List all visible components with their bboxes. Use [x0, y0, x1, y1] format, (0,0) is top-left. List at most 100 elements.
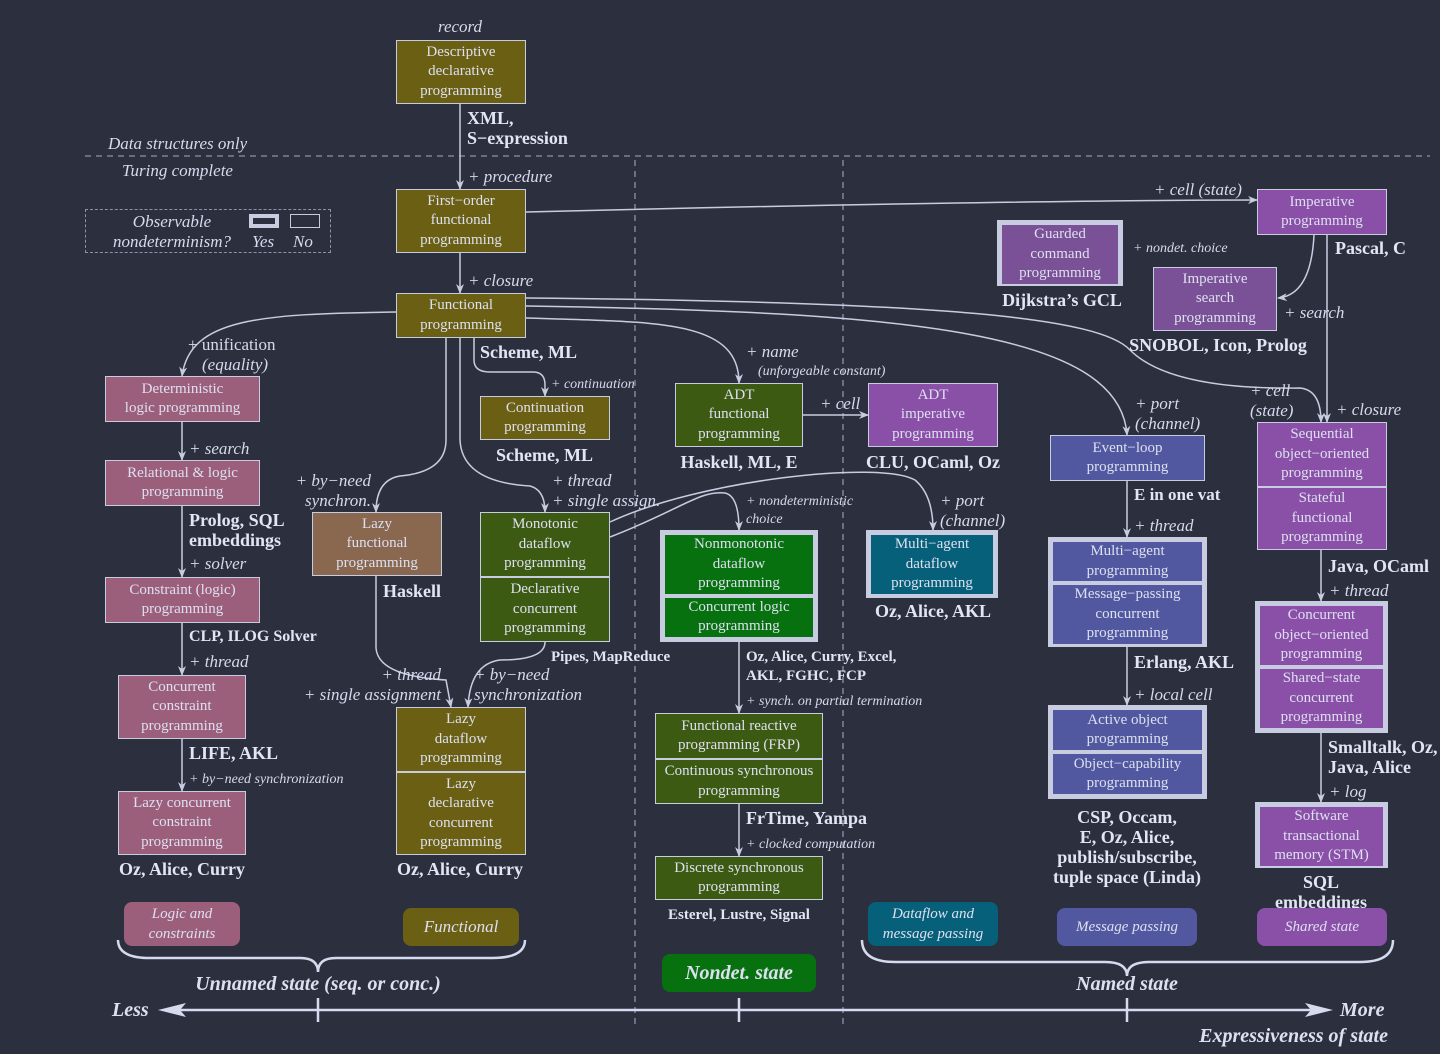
- lang-pascal: Pascal, C: [1335, 238, 1406, 258]
- arrow: [375, 576, 454, 708]
- edge-local-cell: + local cell: [1134, 685, 1213, 704]
- edge-byneed-synchronization: + by−need synchronization: [474, 665, 582, 704]
- category-message-passing: Message passing: [1057, 908, 1197, 946]
- edge-thread-single-assignment: + thread + single assignment: [303, 665, 441, 704]
- box-multi-agent: Multi−agent programming: [1053, 542, 1202, 581]
- box-det-logic: Deterministic logic programming: [105, 376, 260, 422]
- legend-yes-swatch: [249, 214, 279, 228]
- box-conc-logic: Concurrent logic programming: [665, 597, 813, 637]
- edge-closure: + closure: [468, 271, 534, 290]
- category-functional: Functional: [403, 908, 519, 946]
- edge-thread: + thread: [189, 652, 249, 671]
- lang-oz-akl: Oz, Alice, AKL: [875, 601, 991, 621]
- axis-arrow-right: [1305, 1003, 1333, 1017]
- lang-dijkstra: Dijkstra’s GCL: [1002, 290, 1122, 310]
- box-event-loop: Event−loop programming: [1050, 435, 1205, 481]
- edge-cell-state: + cell (state): [1154, 180, 1242, 199]
- arrow: [179, 311, 397, 377]
- edge-unification: + unification: [188, 335, 276, 354]
- lang-sql: SQL embeddings: [1274, 872, 1368, 912]
- box-imp-search: Imperative search programming: [1153, 267, 1277, 331]
- edge-procedure: + procedure: [468, 167, 553, 186]
- lang-smalltalk: Smalltalk, Oz, Java, Alice: [1328, 737, 1438, 777]
- category-shared-state: Shared state: [1257, 908, 1387, 946]
- box-stm: Software transactional memory (STM): [1260, 807, 1383, 866]
- lang-oz-curry: Oz, Alice, Curry: [119, 859, 245, 879]
- category-dataflow-mp: Dataflow and message passing: [868, 902, 998, 946]
- box-lazy-conc-constraint: Lazy concurrent constraint programming: [118, 791, 246, 855]
- edge-byneed-synchron: + by−need synchron.: [295, 471, 371, 510]
- arrow: [525, 317, 743, 384]
- group-message-passing: Multi−agent programming Message−passing …: [1048, 537, 1207, 647]
- axis-named-state: Named state: [1076, 973, 1178, 995]
- arrow: [372, 338, 447, 513]
- box-first-order: First−order functional programming: [396, 189, 526, 253]
- box-conc-oo: Concurrent object−oriented programming: [1260, 606, 1383, 665]
- box-shared-state-conc: Shared−state concurrent programming: [1260, 669, 1383, 728]
- lang-clu: CLU, OCaml, Oz: [866, 452, 1000, 472]
- brace-unnamed: [116, 939, 527, 973]
- group-shared-state: Concurrent object−oriented programming S…: [1255, 601, 1388, 733]
- group-stm: Software transactional memory (STM): [1255, 802, 1388, 868]
- edge-byneed-sync: + by−need synchronization: [189, 772, 344, 787]
- box-imperative: Imperative programming: [1257, 189, 1387, 235]
- lang-oz-excel: Oz, Alice, Curry, Excel, AKL, FGHC, FCP: [746, 649, 897, 684]
- box-object-capability: Object−capability programming: [1053, 754, 1202, 794]
- box-constraint: Constraint (logic) programming: [105, 577, 260, 623]
- edge-continuation: + continuation: [551, 377, 635, 392]
- edge-nondeterministic-choice: + nondeterministic choice: [746, 494, 854, 527]
- group-active-object: Active object programming Object−capabil…: [1048, 705, 1207, 799]
- category-logic: Logic and constraints: [124, 902, 240, 946]
- region-data-only: Data structures only: [108, 134, 248, 153]
- box-descriptive: Descriptive declarative programming: [396, 40, 526, 104]
- box-continuation: Continuation programming: [480, 396, 610, 440]
- category-nondet: Nondet. state: [662, 954, 816, 992]
- edge-port-channel-2: + port (channel): [940, 491, 1006, 530]
- lang-pipes: Pipes, MapReduce: [551, 649, 671, 665]
- box-adt-imperative: ADT imperative programming: [868, 383, 998, 447]
- box-lazy-decl-conc: Lazy declarative concurrent programming: [396, 772, 526, 855]
- box-conc-constraint: Concurrent constraint programming: [118, 675, 246, 739]
- lang-life: LIFE, AKL: [189, 743, 279, 763]
- lang-snobol: SNOBOL, Icon, Prolog: [1129, 335, 1307, 355]
- lang-erlang: Erlang, AKL: [1134, 652, 1235, 672]
- box-frp: Functional reactive programming (FRP): [655, 713, 823, 759]
- box-relational: Relational & logic programming: [105, 460, 260, 506]
- edge-closure-2: + closure: [1336, 400, 1402, 419]
- edge-log: + log: [1329, 782, 1367, 801]
- box-cont-sync: Continuous synchronous programming: [655, 759, 823, 804]
- lang-scheme-ml: Scheme, ML: [480, 342, 577, 362]
- lang-prolog: Prolog, SQL embeddings: [189, 510, 285, 550]
- axis-unnamed-state: Unnamed state (seq. or conc.): [195, 973, 441, 995]
- box-nonmonotonic: Nonmonotonic dataflow programming: [665, 535, 813, 594]
- edge-nondet-choice: + nondet. choice: [1133, 241, 1228, 256]
- box-lazy-dataflow: Lazy dataflow programming: [396, 707, 526, 772]
- box-monotonic: Monotonic dataflow programming: [480, 512, 610, 577]
- edge-record: record: [437, 17, 483, 36]
- box-message-passing-conc: Message−passing concurrent programming: [1053, 585, 1202, 644]
- lang-java-ocaml: Java, OCaml: [1328, 556, 1429, 576]
- edge-search: + search: [189, 439, 250, 458]
- box-active-object: Active object programming: [1053, 710, 1202, 750]
- group-guarded: Guarded command programming: [997, 220, 1123, 286]
- lang-haskell: Haskell: [383, 581, 442, 601]
- lang-xml: XML, S−expression: [467, 108, 568, 148]
- axis-more: More: [1340, 999, 1385, 1021]
- region-turing: Turing complete: [122, 161, 233, 180]
- arrow: [609, 491, 743, 538]
- edge-unforgeable: (unforgeable constant): [758, 364, 886, 379]
- edge-solver: + solver: [189, 554, 247, 573]
- box-adt-functional: ADT functional programming: [675, 383, 803, 447]
- edge-cell-state-2: + cell (state): [1250, 381, 1294, 420]
- arrow: [525, 196, 1258, 213]
- legend: Observable nondeterminism? Yes No: [85, 209, 331, 253]
- edge-thread-single: + thread + single assign.: [552, 471, 661, 510]
- lang-e-vat: E in one vat: [1134, 485, 1221, 504]
- brace-named: [860, 939, 1395, 977]
- edge-port-channel: + port (channel): [1135, 394, 1201, 433]
- edge-equality: (equality): [202, 355, 269, 374]
- edge-synch-partial: + synch. on partial termination: [746, 694, 923, 709]
- arrow: [464, 641, 546, 708]
- group-nondet: Nonmonotonic dataflow programming Concur…: [660, 530, 818, 642]
